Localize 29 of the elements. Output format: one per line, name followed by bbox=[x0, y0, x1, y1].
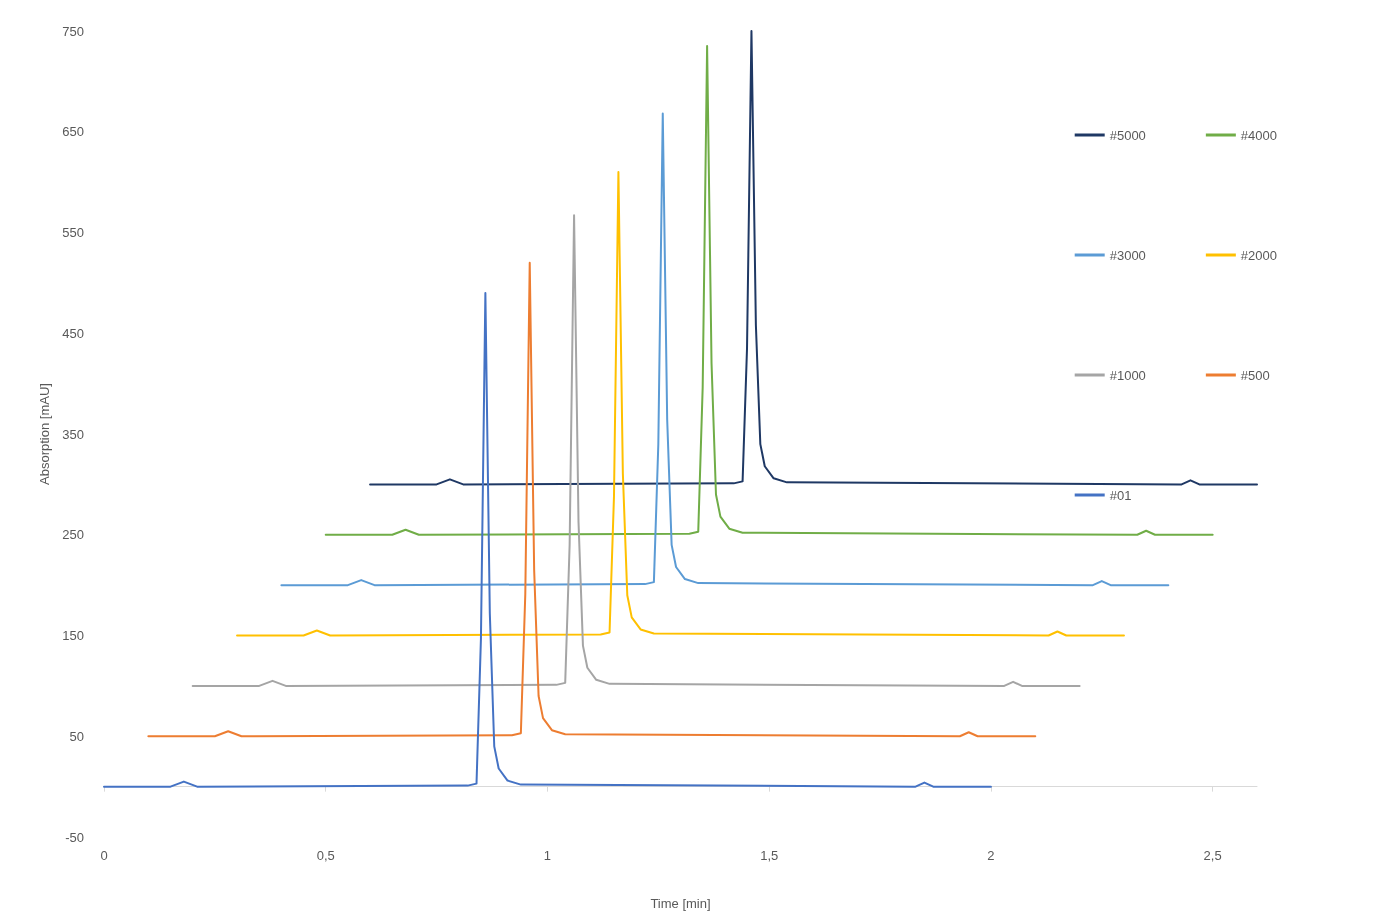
y-tick-label: 650 bbox=[62, 124, 84, 140]
x-axis-title: Time [min] bbox=[650, 896, 711, 911]
y-tick-label: 550 bbox=[62, 225, 84, 240]
legend-label: #1000 bbox=[1109, 367, 1146, 383]
x-tick-label: 2 bbox=[987, 848, 995, 863]
y-tick-label: 750 bbox=[62, 23, 84, 39]
legend-label: #500 bbox=[1240, 367, 1270, 383]
legend-label: #2000 bbox=[1240, 247, 1278, 263]
y-tick-label: 150 bbox=[62, 628, 84, 643]
legend-label: #5000 bbox=[1109, 127, 1146, 143]
x-tick-label: 0 bbox=[100, 848, 108, 863]
y-tick-label: 350 bbox=[62, 426, 84, 442]
y-tick-label: 50 bbox=[69, 728, 84, 744]
legend-label: #01 bbox=[1109, 487, 1132, 503]
y-axis-title: Absorption [mAU] bbox=[37, 383, 53, 485]
line-series bbox=[280, 112, 1170, 587]
line-series bbox=[103, 291, 992, 788]
x-tick-label: 1,5 bbox=[760, 848, 779, 863]
x-tick-label: 0,5 bbox=[316, 848, 335, 863]
x-tick-label: 1 bbox=[543, 848, 552, 863]
line-series bbox=[147, 261, 1037, 738]
line-series bbox=[324, 45, 1214, 536]
legend-label: #3000 bbox=[1109, 247, 1146, 263]
x-tick-label: 2,5 bbox=[1203, 848, 1222, 863]
y-tick-label: 450 bbox=[62, 325, 84, 341]
y-tick-label: 250 bbox=[62, 527, 84, 543]
line-series bbox=[191, 214, 1081, 687]
legend-label: #4000 bbox=[1240, 127, 1278, 143]
y-tick-label: -50 bbox=[65, 829, 84, 845]
